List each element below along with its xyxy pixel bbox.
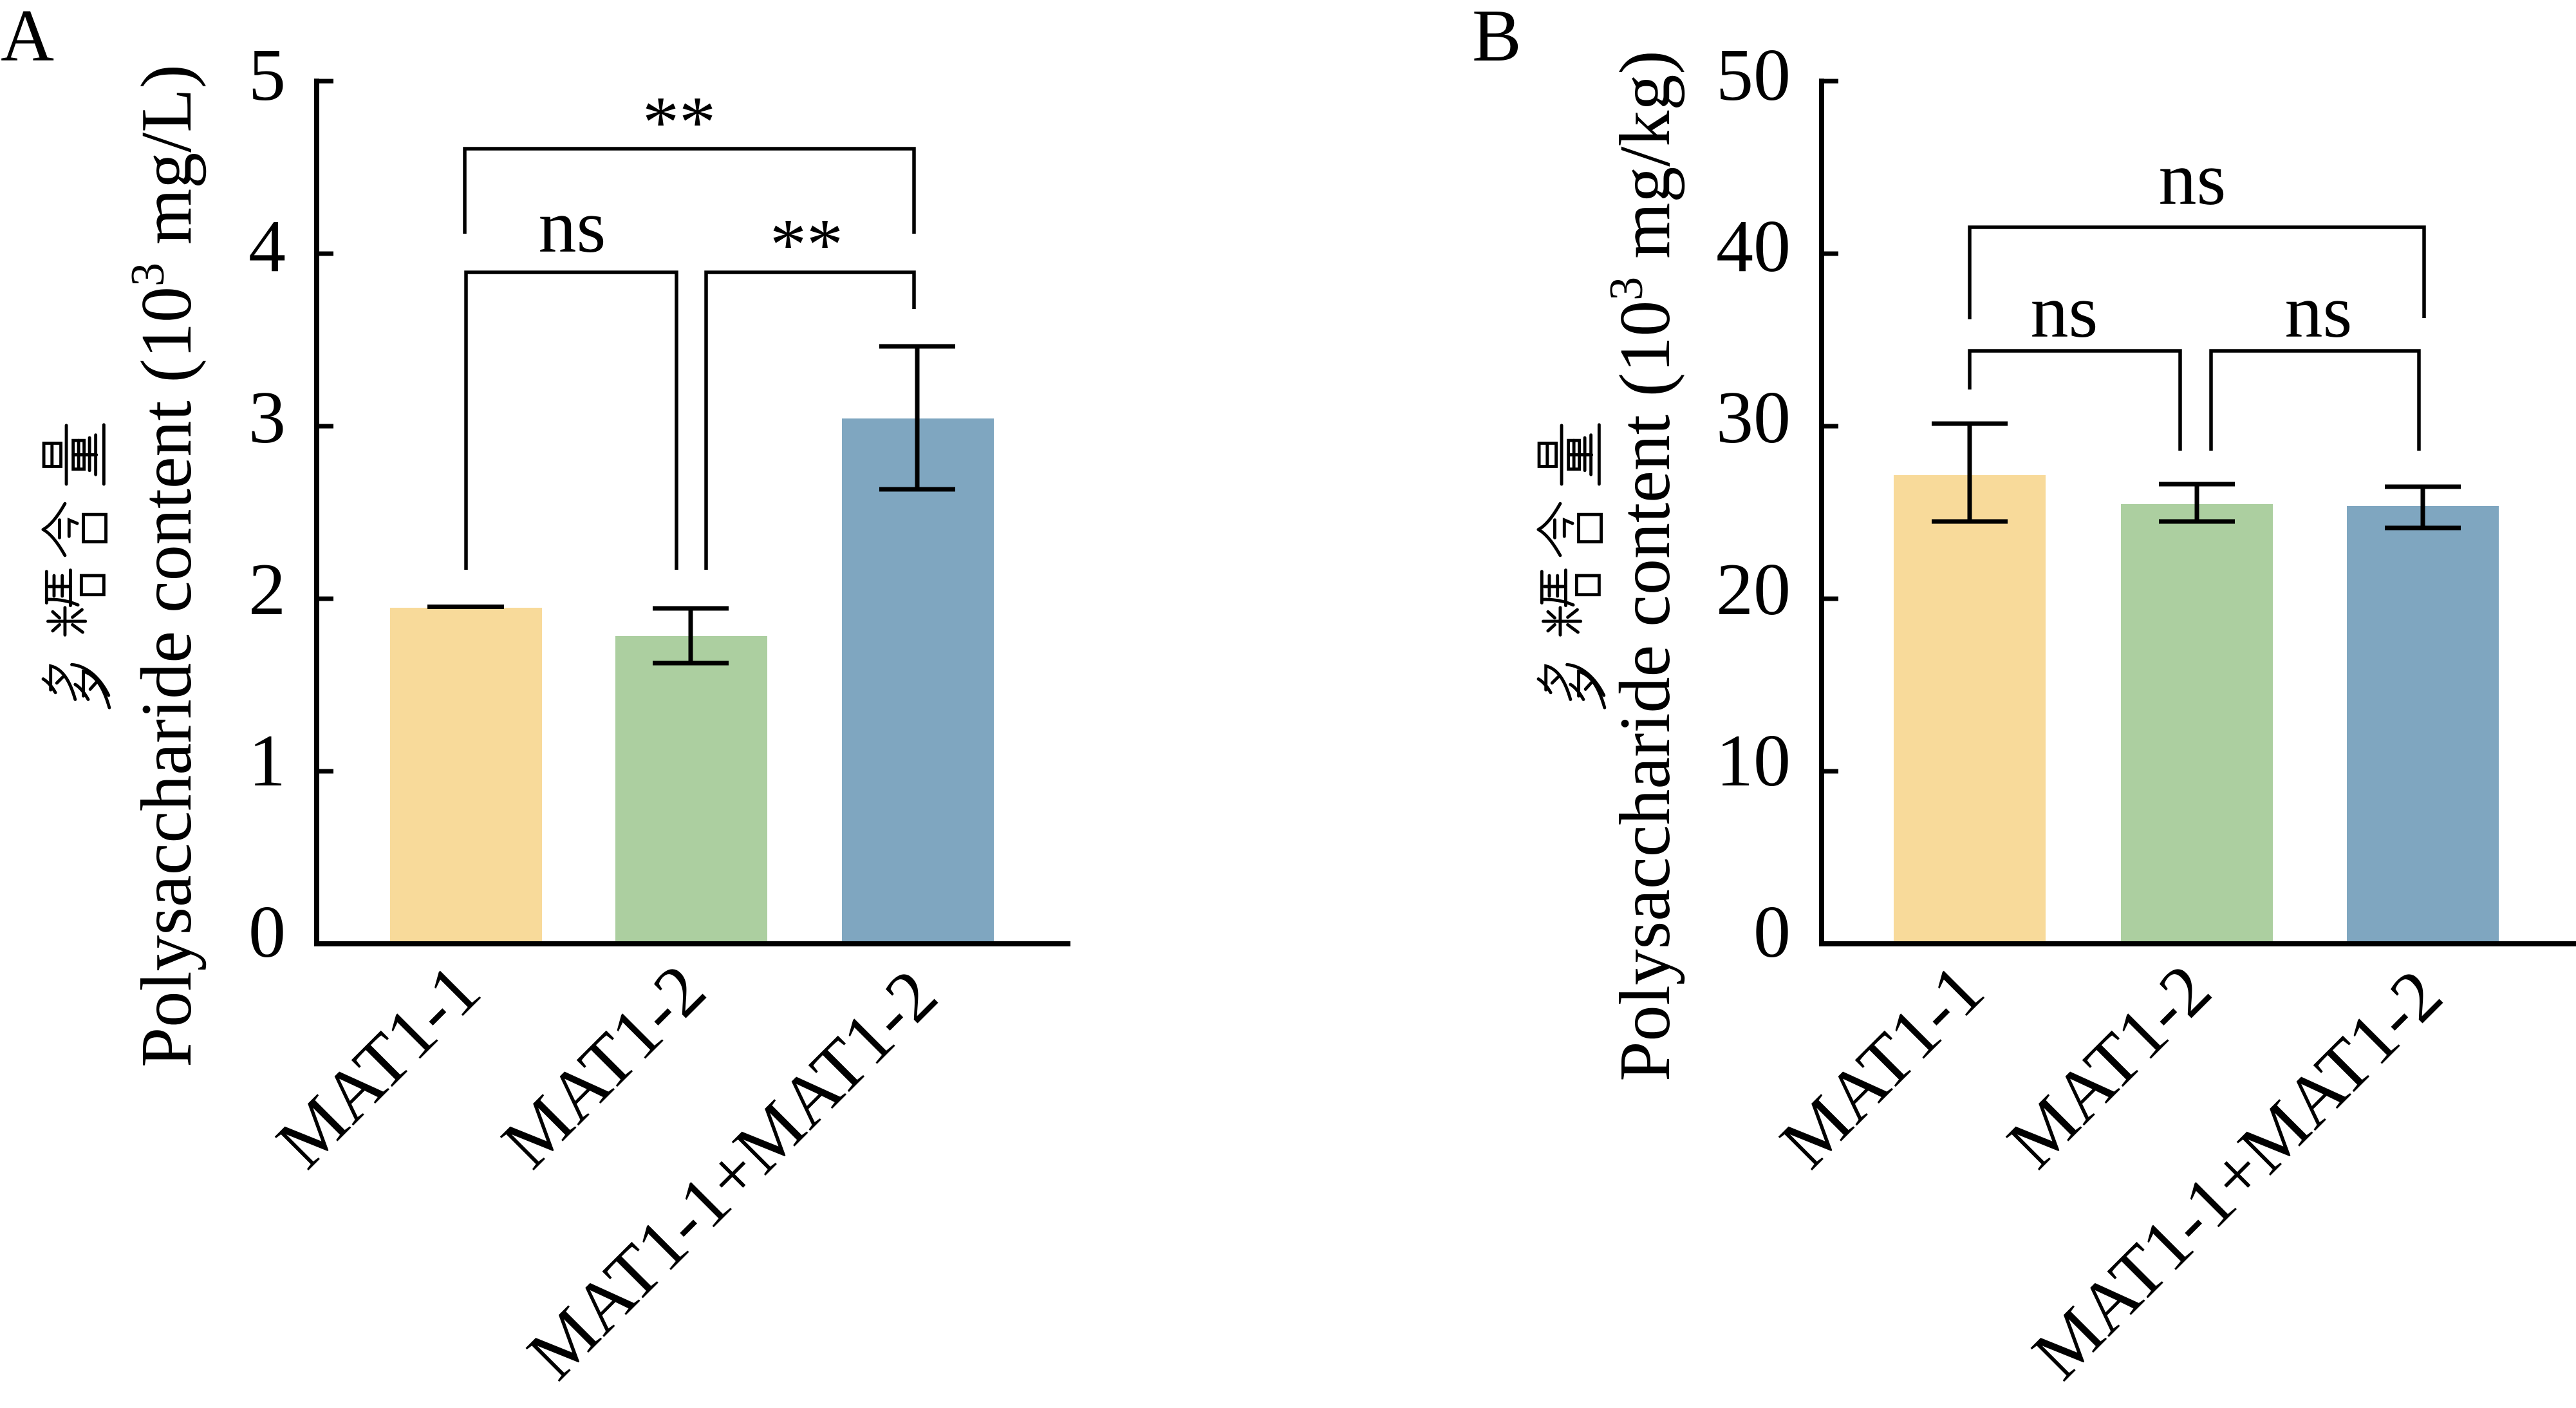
svg-text:20: 20 [1716,549,1791,631]
svg-text:**: ** [642,81,716,163]
svg-text:ns: ns [2159,136,2226,221]
svg-text:**: ** [770,203,843,285]
svg-text:10: 10 [1716,720,1791,802]
svg-text:Polysaccharide content (103 mg: Polysaccharide content (103 mg/L) [122,64,207,1067]
svg-text:ns: ns [2285,269,2353,353]
svg-text:50: 50 [1716,34,1791,117]
svg-text:1: 1 [248,720,286,802]
svg-text:3: 3 [248,377,286,459]
svg-text:0: 0 [1753,891,1791,973]
svg-text:30: 30 [1716,377,1791,459]
svg-text:40: 40 [1716,205,1791,288]
svg-text:A: A [1,0,54,77]
svg-text:ns: ns [2031,269,2098,353]
svg-text:Polysaccharide content (103 mg: Polysaccharide content (103 mg/kg) [1600,50,1685,1081]
svg-text:B: B [1472,0,1522,77]
svg-text:5: 5 [248,34,286,117]
svg-text:4: 4 [248,205,286,288]
svg-text:2: 2 [248,549,286,631]
svg-text:ns: ns [539,184,606,268]
svg-text:0: 0 [248,891,286,973]
